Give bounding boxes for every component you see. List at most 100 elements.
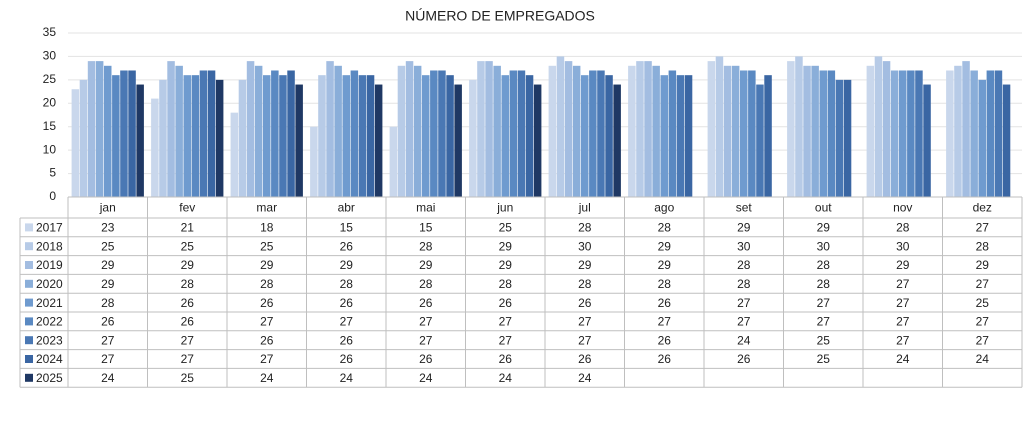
table-cell: 15 bbox=[419, 221, 433, 235]
bar bbox=[493, 65, 501, 197]
bar bbox=[230, 112, 239, 197]
table-cell: 26 bbox=[181, 315, 195, 329]
table-cell: 26 bbox=[340, 333, 354, 347]
table-cell: 28 bbox=[817, 277, 831, 291]
legend-label: 2017 bbox=[36, 221, 63, 235]
bar bbox=[668, 70, 677, 197]
bar bbox=[517, 70, 526, 197]
table-cell: 29 bbox=[817, 221, 831, 235]
bar bbox=[120, 70, 128, 197]
table-cell: 25 bbox=[181, 371, 195, 385]
bar bbox=[915, 70, 923, 197]
y-tick-label: 5 bbox=[49, 166, 56, 180]
bar bbox=[199, 70, 208, 197]
table-cell: 26 bbox=[658, 296, 672, 310]
bar bbox=[295, 84, 303, 197]
bar bbox=[104, 65, 112, 197]
bar bbox=[707, 61, 716, 197]
table-cell: 29 bbox=[896, 258, 910, 272]
bar bbox=[326, 61, 334, 197]
x-tick-label: out bbox=[815, 201, 832, 215]
table-cell: 27 bbox=[499, 315, 513, 329]
y-tick-label: 35 bbox=[43, 25, 57, 39]
bar bbox=[430, 70, 438, 197]
table-cell: 28 bbox=[499, 277, 513, 291]
x-tick-label: abr bbox=[338, 201, 355, 215]
bar bbox=[477, 61, 485, 197]
bar bbox=[287, 70, 295, 197]
bar bbox=[644, 61, 652, 197]
table-cell: 24 bbox=[737, 333, 751, 347]
bar bbox=[819, 70, 827, 197]
bar bbox=[358, 75, 367, 197]
bar bbox=[422, 75, 430, 197]
bar bbox=[79, 79, 88, 197]
table-cell: 28 bbox=[419, 239, 433, 253]
table-cell: 28 bbox=[578, 221, 592, 235]
bar bbox=[907, 70, 915, 197]
bar bbox=[342, 75, 350, 197]
bar bbox=[572, 65, 581, 197]
bar bbox=[167, 61, 175, 197]
bar bbox=[874, 56, 883, 197]
bar bbox=[112, 75, 120, 197]
table-cell: 28 bbox=[181, 277, 195, 291]
bar bbox=[405, 61, 414, 197]
legend-key bbox=[25, 355, 33, 363]
table-cell: 27 bbox=[976, 315, 990, 329]
legend-key bbox=[25, 298, 33, 307]
bar bbox=[628, 65, 636, 197]
table-cell: 26 bbox=[419, 352, 433, 366]
bar bbox=[128, 70, 136, 197]
bar bbox=[787, 61, 795, 197]
bar bbox=[215, 79, 224, 197]
bar bbox=[238, 79, 247, 197]
table-cell: 26 bbox=[578, 296, 592, 310]
table-cell: 25 bbox=[817, 333, 831, 347]
table-cell: 25 bbox=[499, 221, 513, 235]
table-cell: 26 bbox=[260, 333, 274, 347]
table-cell: 25 bbox=[817, 352, 831, 366]
chart-title: NÚMERO DE EMPREGADOS bbox=[405, 8, 595, 24]
table-cell: 27 bbox=[896, 277, 910, 291]
y-tick-label: 25 bbox=[43, 72, 57, 86]
legend-label: 2021 bbox=[36, 296, 63, 310]
table-cell: 24 bbox=[976, 352, 990, 366]
bar bbox=[899, 70, 907, 197]
x-tick-label: ago bbox=[654, 201, 674, 215]
table-cell: 28 bbox=[737, 277, 751, 291]
y-tick-label: 20 bbox=[43, 95, 57, 109]
bar bbox=[866, 65, 875, 197]
table-cell: 27 bbox=[419, 333, 433, 347]
table-cell: 29 bbox=[419, 258, 433, 272]
table-cell: 28 bbox=[419, 277, 433, 291]
table-cell: 26 bbox=[340, 352, 354, 366]
table-cell: 26 bbox=[260, 296, 274, 310]
table-cell: 24 bbox=[101, 371, 115, 385]
bar bbox=[207, 70, 216, 197]
bar bbox=[827, 70, 836, 197]
bar bbox=[923, 84, 931, 197]
table-cell: 27 bbox=[260, 352, 274, 366]
table-cell: 27 bbox=[737, 296, 751, 310]
legend-label: 2019 bbox=[36, 258, 63, 272]
legend-label: 2023 bbox=[36, 333, 63, 347]
table-cell: 26 bbox=[419, 296, 433, 310]
table-cell: 28 bbox=[817, 258, 831, 272]
bar bbox=[613, 84, 621, 197]
table-cell: 15 bbox=[340, 221, 354, 235]
table-cell: 28 bbox=[340, 277, 354, 291]
table-cell: 27 bbox=[578, 315, 592, 329]
table-cell: 26 bbox=[499, 352, 513, 366]
bar bbox=[843, 79, 852, 197]
table-cell: 27 bbox=[976, 333, 990, 347]
table-cell: 26 bbox=[181, 296, 195, 310]
bar bbox=[731, 65, 740, 197]
table-cell: 30 bbox=[578, 239, 592, 253]
table-cell: 29 bbox=[658, 239, 672, 253]
bar bbox=[310, 126, 318, 197]
legend-key bbox=[25, 242, 33, 251]
table-cell: 26 bbox=[658, 333, 672, 347]
table-cell: 27 bbox=[578, 333, 592, 347]
bar bbox=[334, 65, 342, 197]
